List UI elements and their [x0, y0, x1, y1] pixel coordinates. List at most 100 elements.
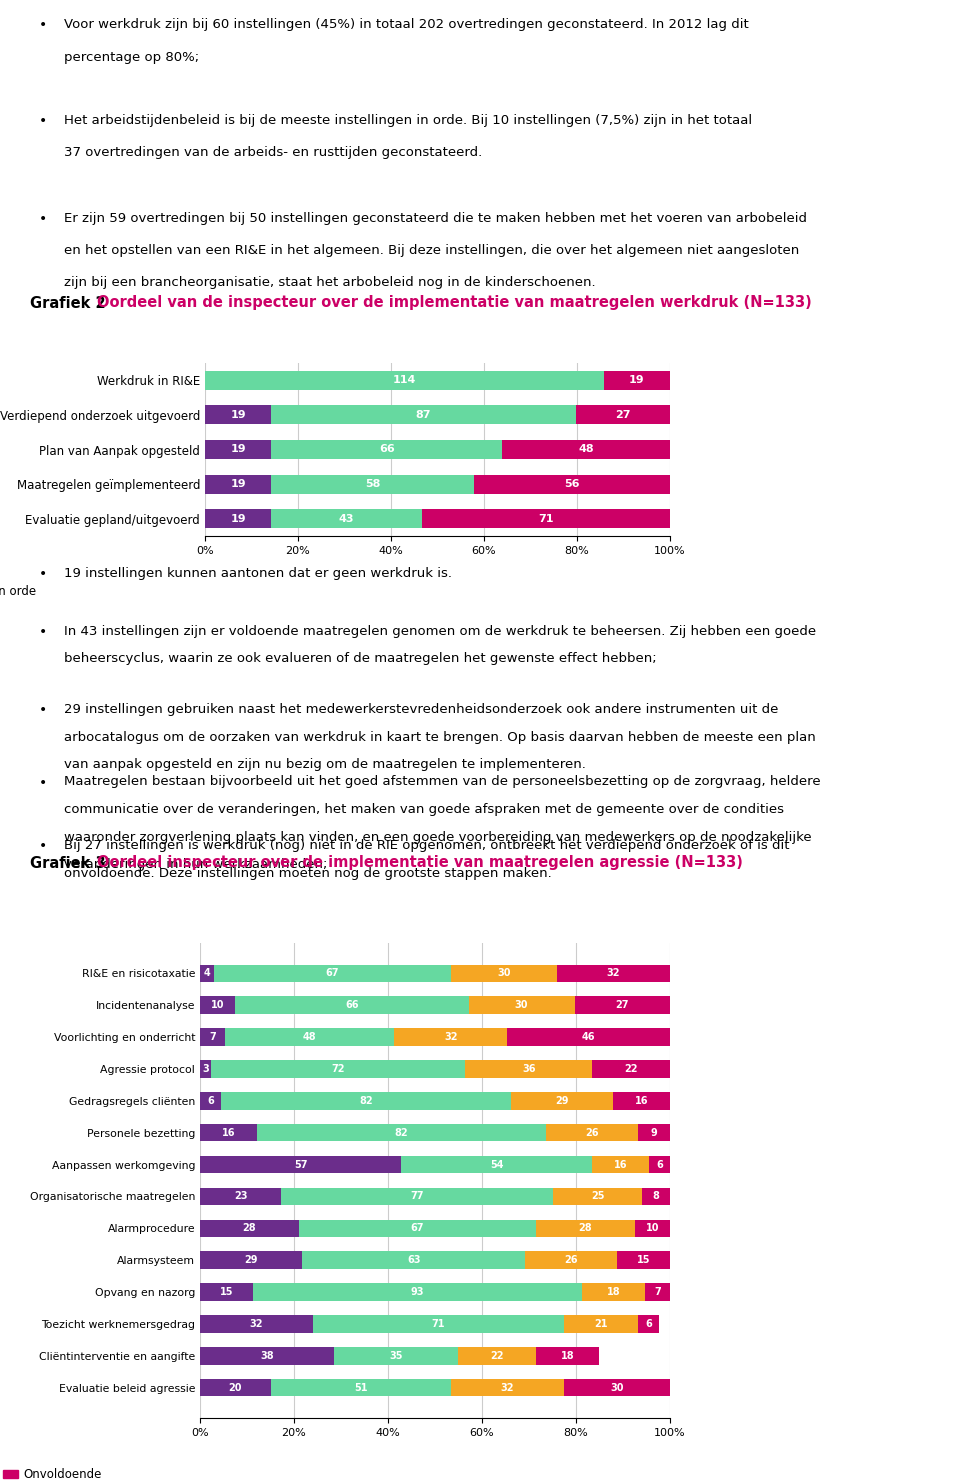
Bar [313, 1315, 564, 1333]
Bar [508, 1028, 670, 1046]
Text: 43: 43 [339, 514, 354, 524]
Text: 32: 32 [444, 1032, 458, 1043]
Bar [272, 440, 502, 459]
Text: 82: 82 [395, 1127, 408, 1137]
Text: Grafiek 3: Grafiek 3 [30, 856, 110, 871]
Bar [641, 1188, 670, 1206]
Legend: Geen werkdruk, In orde, Niet in orde: Geen werkdruk, In orde, Niet in orde [0, 581, 40, 603]
Text: 30: 30 [611, 1383, 624, 1392]
Text: 51: 51 [354, 1383, 368, 1392]
Bar [272, 509, 421, 529]
Bar [617, 1251, 670, 1269]
Text: 8: 8 [653, 1191, 660, 1201]
Bar [200, 1091, 221, 1109]
Bar [645, 1283, 670, 1300]
Text: 28: 28 [243, 1223, 256, 1234]
Text: 58: 58 [365, 478, 380, 489]
Text: 35: 35 [390, 1351, 403, 1361]
Text: en het opstellen van een RI&E in het algemeen. Bij deze instellingen, die over h: en het opstellen van een RI&E in het alg… [64, 244, 800, 256]
Bar [200, 1348, 334, 1364]
Bar [468, 997, 575, 1014]
Text: 30: 30 [515, 1000, 528, 1010]
Text: Voor werkdruk zijn bij 60 instellingen (45%) in totaal 202 overtredingen geconst: Voor werkdruk zijn bij 60 instellingen (… [64, 18, 749, 31]
Bar [525, 1251, 617, 1269]
Bar [253, 1283, 582, 1300]
Bar [271, 1379, 451, 1397]
Text: 6: 6 [656, 1160, 662, 1170]
Text: 48: 48 [302, 1032, 317, 1043]
Text: Bij 27 instellingen is werkdruk (nog) niet in de RIE opgenomen, ontbreekt het ve: Bij 27 instellingen is werkdruk (nog) ni… [64, 840, 790, 852]
Text: •: • [39, 840, 47, 853]
Text: Grafiek 2: Grafiek 2 [30, 296, 110, 311]
Legend: geen oordeel, Goed, Redelijk, Onvoldoende: geen oordeel, Goed, Redelijk, Onvoldoend… [0, 1463, 107, 1481]
Bar [205, 406, 272, 425]
Bar [299, 1219, 536, 1237]
Text: communicatie over de veranderingen, het maken van goede afspraken met de gemeent: communicatie over de veranderingen, het … [64, 803, 784, 816]
Bar [272, 474, 474, 493]
Text: Oordeel inspecteur over de implementatie van maatregelen agressie (N=133): Oordeel inspecteur over de implementatie… [97, 856, 742, 871]
Bar [401, 1155, 592, 1173]
Text: 48: 48 [578, 444, 594, 455]
Bar [582, 1283, 645, 1300]
Text: 30: 30 [497, 969, 511, 979]
Bar [576, 406, 670, 425]
Text: •: • [39, 567, 47, 581]
Text: 38: 38 [260, 1351, 274, 1361]
Bar [575, 997, 670, 1014]
Bar [200, 1251, 302, 1269]
Text: 7: 7 [655, 1287, 661, 1297]
Text: 26: 26 [564, 1256, 578, 1265]
Bar [451, 964, 557, 982]
Bar [564, 1315, 638, 1333]
Bar [564, 1379, 670, 1397]
Text: 27: 27 [615, 410, 631, 421]
Text: 29: 29 [556, 1096, 569, 1106]
Text: 21: 21 [594, 1320, 608, 1328]
Bar [200, 1188, 281, 1206]
Bar [205, 509, 272, 529]
Text: 18: 18 [561, 1351, 574, 1361]
Bar [502, 440, 670, 459]
Text: 37 overtredingen van de arbeids- en rusttijden geconstateerd.: 37 overtredingen van de arbeids- en rust… [64, 145, 483, 158]
Text: 87: 87 [416, 410, 431, 421]
Text: 16: 16 [613, 1160, 627, 1170]
Bar [635, 1219, 670, 1237]
Bar [638, 1124, 670, 1142]
Text: •: • [39, 212, 47, 225]
Text: 16: 16 [635, 1096, 648, 1106]
Text: Er zijn 59 overtredingen bij 50 instellingen geconstateerd die te maken hebben m: Er zijn 59 overtredingen bij 50 instelli… [64, 212, 807, 225]
Text: •: • [39, 18, 47, 33]
Bar [511, 1091, 613, 1109]
Bar [200, 1060, 210, 1078]
Text: percentage op 80%;: percentage op 80%; [64, 50, 200, 64]
Text: van aanpak opgesteld en zijn nu bezig om de maatregelen te implementeren.: van aanpak opgesteld en zijn nu bezig om… [64, 758, 586, 772]
Text: waaronder zorgverlening plaats kan vinden, en een goede voorbereiding van medewe: waaronder zorgverlening plaats kan vinde… [64, 831, 812, 844]
Text: 71: 71 [539, 514, 554, 524]
Bar [536, 1219, 635, 1237]
Bar [553, 1188, 641, 1206]
Text: 6: 6 [645, 1320, 652, 1328]
Text: zijn bij een brancheorganisatie, staat het arbobeleid nog in de kinderschoenen.: zijn bij een brancheorganisatie, staat h… [64, 275, 596, 289]
Text: 10: 10 [211, 1000, 225, 1010]
Text: 56: 56 [564, 478, 580, 489]
Text: 26: 26 [586, 1127, 599, 1137]
Text: 29 instellingen gebruiken naast het medewerkerstevredenheidsonderzoek ook andere: 29 instellingen gebruiken naast het mede… [64, 703, 779, 715]
Text: 10: 10 [645, 1223, 660, 1234]
Bar [272, 406, 576, 425]
Text: 22: 22 [624, 1063, 637, 1074]
Bar [536, 1348, 599, 1364]
Text: 66: 66 [379, 444, 395, 455]
Bar [465, 1060, 592, 1078]
Text: 19: 19 [230, 410, 246, 421]
Bar [205, 474, 272, 493]
Bar [256, 1124, 546, 1142]
Text: •: • [39, 625, 47, 638]
Text: 19: 19 [230, 478, 246, 489]
Text: Oordeel van de inspecteur over de implementatie van maatregelen werkdruk (N=133): Oordeel van de inspecteur over de implem… [97, 296, 811, 311]
Text: 15: 15 [636, 1256, 650, 1265]
Bar [214, 964, 451, 982]
Bar [613, 1091, 670, 1109]
Text: 32: 32 [501, 1383, 515, 1392]
Text: 19: 19 [230, 444, 246, 455]
Bar [200, 964, 214, 982]
